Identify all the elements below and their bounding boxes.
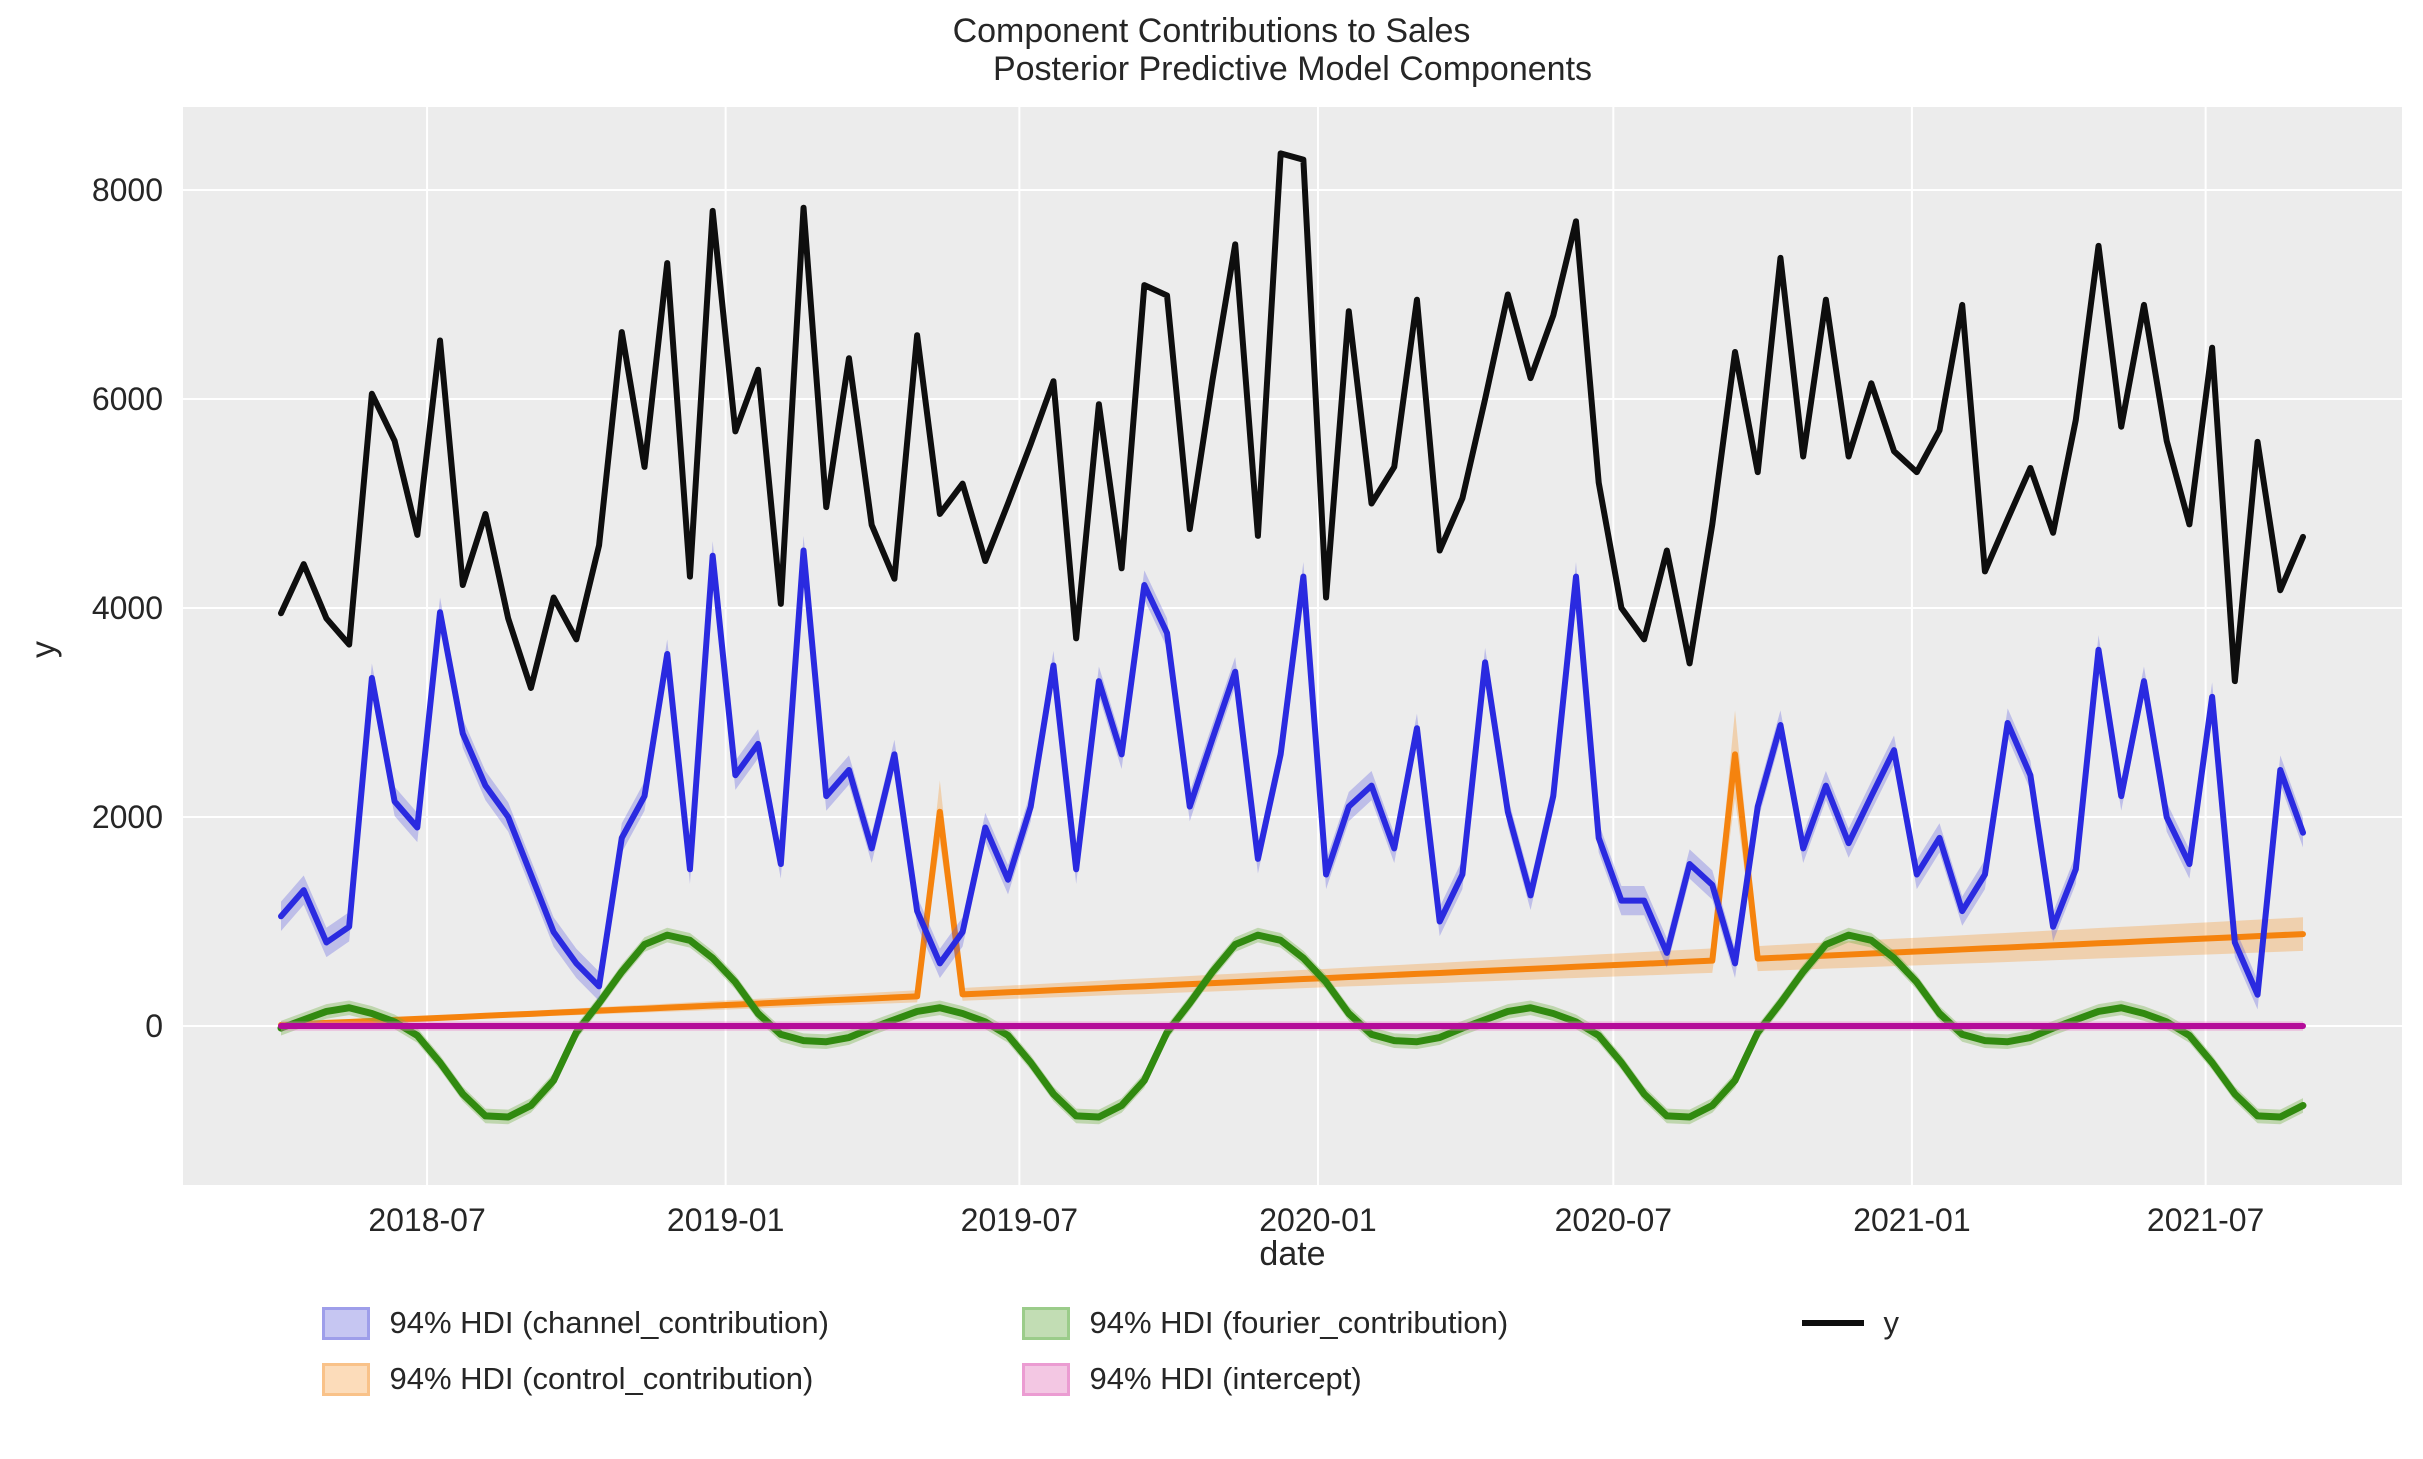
series-line-control_contribution	[278, 751, 2306, 1028]
intercept-hdi-swatch-icon	[1021, 1362, 1070, 1396]
legend: 94% HDI (channel_contribution) 94% HDI (…	[321, 1305, 2102, 1397]
chart-title: Posterior Predictive Model Components	[992, 50, 1593, 88]
legend-label-y: y	[1883, 1305, 1900, 1340]
chart-suptitle: Component Contributions to Sales	[952, 12, 1471, 50]
legend-item-fourier: 94% HDI (fourier_contribution)	[1021, 1305, 1802, 1341]
legend-label-control: 94% HDI (control_contribution)	[389, 1361, 814, 1396]
channel-hdi-swatch-icon	[321, 1306, 370, 1340]
legend-label-channel: 94% HDI (channel_contribution)	[389, 1305, 829, 1340]
fourier-hdi-swatch-icon	[1021, 1306, 1070, 1340]
x-tick-label: 2019-07	[961, 1202, 1078, 1238]
y-tick-label: 4000	[92, 590, 163, 626]
y-tick-label: 6000	[92, 381, 163, 417]
band-control_contribution	[281, 710, 2303, 1027]
x-tick-label: 2018-07	[368, 1202, 485, 1238]
legend-item-channel: 94% HDI (channel_contribution)	[321, 1305, 1022, 1341]
x-tick-label: 2021-07	[2147, 1202, 2264, 1238]
x-axis-label: date	[1259, 1235, 1326, 1273]
series-line-y	[278, 150, 2306, 691]
x-tick-label: 2020-01	[1259, 1202, 1376, 1238]
series-line-channel_contribution	[278, 547, 2306, 998]
x-tick-label: 2020-07	[1555, 1202, 1672, 1238]
legend-item-y: y	[1801, 1305, 2102, 1341]
legend-label-intercept: 94% HDI (intercept)	[1089, 1361, 1362, 1396]
series-line-fourier_contribution	[277, 931, 2307, 1121]
legend-item-control: 94% HDI (control_contribution)	[321, 1361, 1022, 1397]
y-tick-label: 8000	[92, 172, 163, 208]
x-tick-label: 2021-01	[1853, 1202, 1970, 1238]
y-line-swatch-icon	[1801, 1320, 1864, 1326]
y-tick-label: 0	[145, 1008, 163, 1044]
y-tick-label: 2000	[92, 799, 163, 835]
legend-item-intercept: 94% HDI (intercept)	[1021, 1361, 1802, 1397]
y-axis-label: y	[24, 641, 63, 658]
control-hdi-swatch-icon	[321, 1362, 370, 1396]
x-tick-label: 2019-01	[667, 1202, 784, 1238]
legend-label-fourier: 94% HDI (fourier_contribution)	[1089, 1305, 1509, 1340]
